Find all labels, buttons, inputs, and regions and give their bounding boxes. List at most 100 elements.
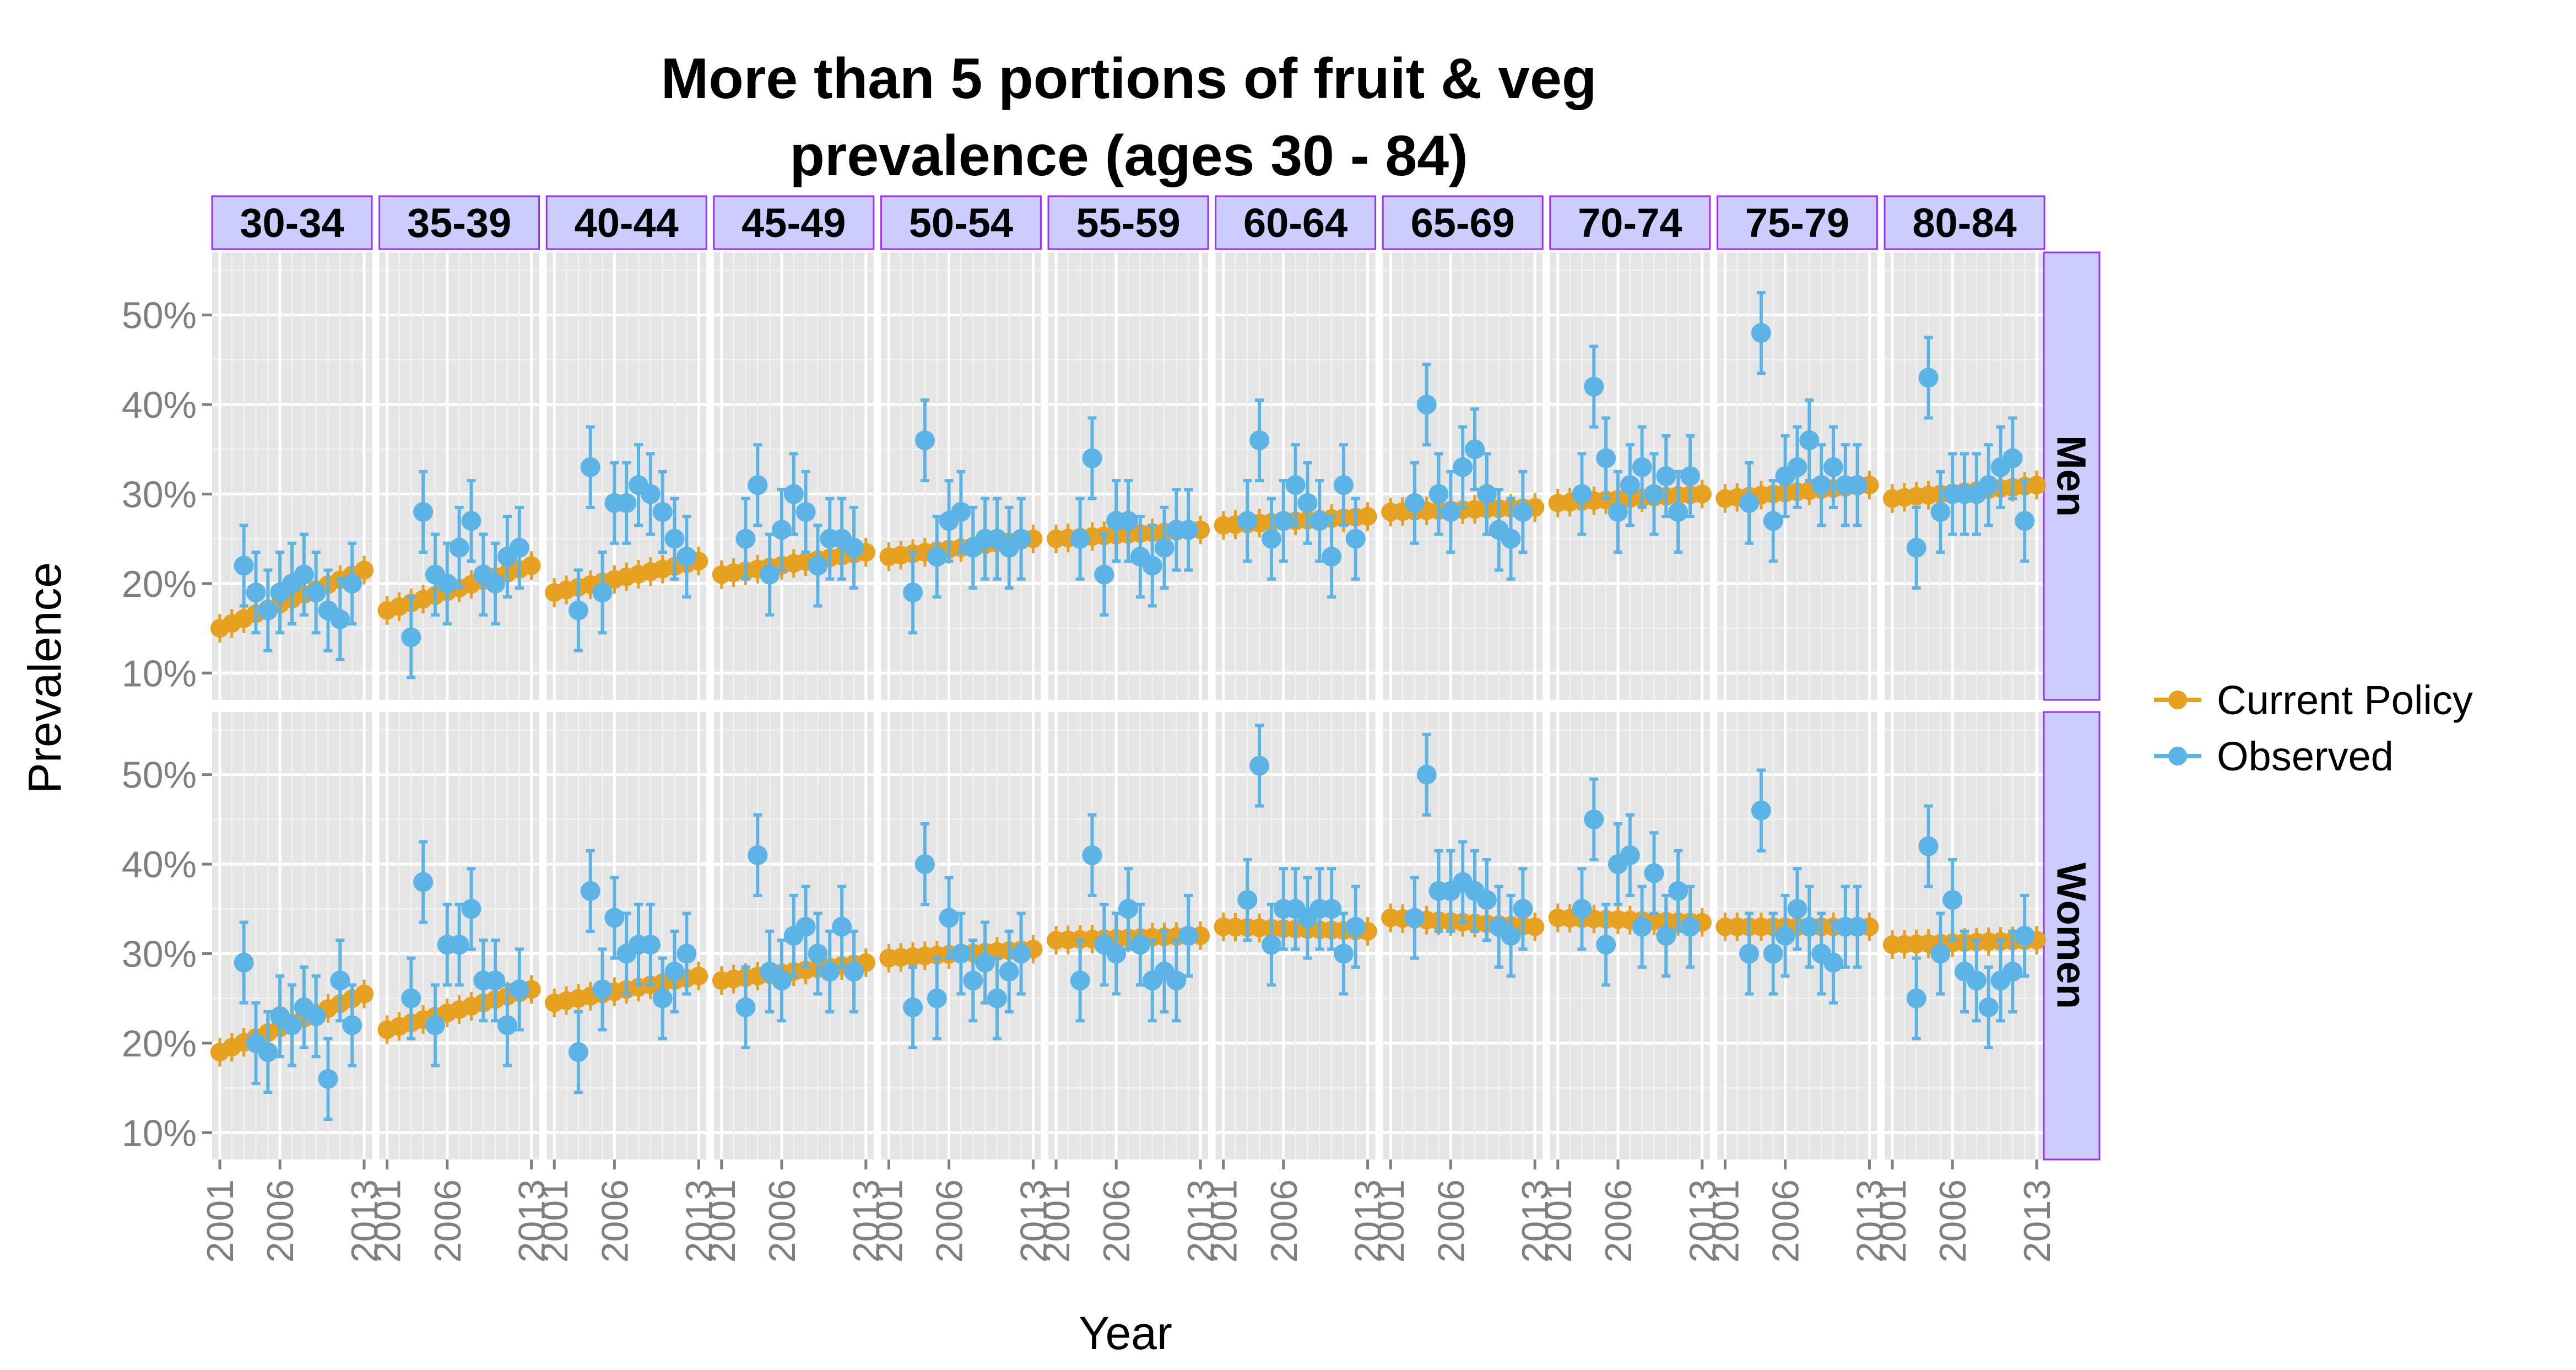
observed-point xyxy=(939,908,959,928)
observed-point xyxy=(1739,493,1760,513)
y-tick-label: 40% xyxy=(122,384,197,426)
x-tick-label: 2013 xyxy=(2016,1179,2058,1263)
observed-point xyxy=(1584,809,1604,829)
observed-point xyxy=(1082,845,1102,865)
x-tick-label: 2013 xyxy=(846,1179,887,1263)
facet-strip-label: 55-59 xyxy=(1076,200,1180,246)
observed-point xyxy=(1237,890,1258,910)
x-axis-title: Year xyxy=(1079,1307,1172,1359)
observed-point xyxy=(568,600,588,621)
observed-point xyxy=(1823,457,1843,477)
facet-strip-label: 60-64 xyxy=(1243,200,1347,246)
observed-point xyxy=(509,537,529,558)
observed-point xyxy=(497,1015,517,1035)
observed-point xyxy=(1345,528,1366,549)
observed-point xyxy=(1668,501,1689,522)
observed-point xyxy=(1739,943,1760,964)
facet-strip-label: 45-49 xyxy=(742,200,846,246)
facet-strip-label: 80-84 xyxy=(1912,200,2016,246)
observed-point xyxy=(1333,943,1354,964)
chart-title-line-1: More than 5 portions of fruit & veg xyxy=(661,47,1597,111)
observed-point xyxy=(306,1006,326,1027)
observed-point xyxy=(735,997,756,1017)
observed-point xyxy=(771,520,792,540)
observed-point xyxy=(1249,430,1270,451)
observed-point xyxy=(461,899,481,919)
observed-point xyxy=(1978,475,1999,495)
observed-point xyxy=(282,1015,302,1035)
observed-point xyxy=(2003,961,2023,981)
x-tick-label: 2006 xyxy=(594,1179,636,1263)
x-tick-label: 2001 xyxy=(1872,1179,1914,1263)
observed-point xyxy=(951,501,971,522)
x-tick-label: 2006 xyxy=(929,1179,971,1263)
current-policy-point xyxy=(355,984,374,1004)
observed-point xyxy=(963,970,983,991)
observed-point xyxy=(1751,323,1771,343)
facet-strip-label: 65-69 xyxy=(1411,200,1515,246)
observed-point xyxy=(1345,916,1366,937)
facet-strip-label: 40-44 xyxy=(575,200,679,246)
y-tick-label: 10% xyxy=(122,1112,197,1154)
current-policy-point xyxy=(1525,917,1545,936)
observed-point xyxy=(413,872,434,892)
observed-point xyxy=(1070,970,1090,991)
observed-point xyxy=(1930,943,1951,964)
observed-point xyxy=(1763,511,1783,531)
facet-strip-label: 75-79 xyxy=(1745,200,1849,246)
observed-point xyxy=(1465,439,1485,460)
observed-point xyxy=(1094,564,1114,585)
observed-point xyxy=(1106,943,1127,964)
observed-point xyxy=(2015,926,2035,946)
observed-point xyxy=(425,1015,445,1035)
current-policy-point xyxy=(522,556,541,575)
y-tick-label: 30% xyxy=(122,473,197,515)
observed-point xyxy=(927,547,947,567)
observed-point xyxy=(795,501,816,522)
observed-point xyxy=(1416,764,1437,785)
observed-point xyxy=(509,979,529,1000)
observed-point xyxy=(748,475,768,495)
observed-point xyxy=(1441,501,1461,522)
x-tick-label: 2013 xyxy=(1682,1179,1724,1263)
facet-strip-75-79 xyxy=(1716,195,1878,250)
x-tick-label: 2001 xyxy=(1203,1179,1245,1263)
y-tick-label: 50% xyxy=(122,754,197,796)
x-tick-label: 2013 xyxy=(1347,1179,1389,1263)
observed-point xyxy=(1178,520,1199,540)
x-tick-label: 2006 xyxy=(1096,1179,1138,1263)
y-tick-label: 40% xyxy=(122,844,197,886)
observed-point xyxy=(1942,890,1963,910)
observed-point xyxy=(1847,916,1868,937)
observed-point xyxy=(1261,935,1281,955)
observed-point xyxy=(330,609,350,629)
facet-strip-label: Men xyxy=(2049,435,2095,517)
facet-strip-65-69 xyxy=(1382,195,1544,250)
x-tick-label: 2013 xyxy=(344,1179,386,1263)
x-tick-label: 2013 xyxy=(1180,1179,1222,1263)
observed-point xyxy=(485,970,506,991)
facet-strip-label: 30-34 xyxy=(240,200,344,246)
observed-point xyxy=(485,573,506,594)
observed-point xyxy=(1906,988,1926,1008)
observed-point xyxy=(1476,484,1497,504)
observed-point xyxy=(1644,863,1664,883)
facet-strip-label: 35-39 xyxy=(407,200,511,246)
observed-point xyxy=(1751,800,1771,821)
observed-point xyxy=(1799,916,1820,937)
observed-point xyxy=(318,1069,338,1089)
observed-point xyxy=(1680,916,1700,937)
legend-key-current-policy-point xyxy=(2168,691,2187,709)
observed-point xyxy=(1501,926,1521,946)
observed-point xyxy=(413,501,434,522)
observed-point xyxy=(843,537,864,558)
observed-point xyxy=(1416,395,1437,415)
observed-point xyxy=(1011,943,1031,964)
x-tick-label: 2001 xyxy=(1538,1179,1579,1263)
facet-strip-women xyxy=(2043,711,2101,1161)
observed-point xyxy=(652,988,673,1008)
facet-strip-55-59 xyxy=(1047,195,1209,250)
observed-point xyxy=(1644,484,1664,504)
observed-point xyxy=(640,935,661,955)
